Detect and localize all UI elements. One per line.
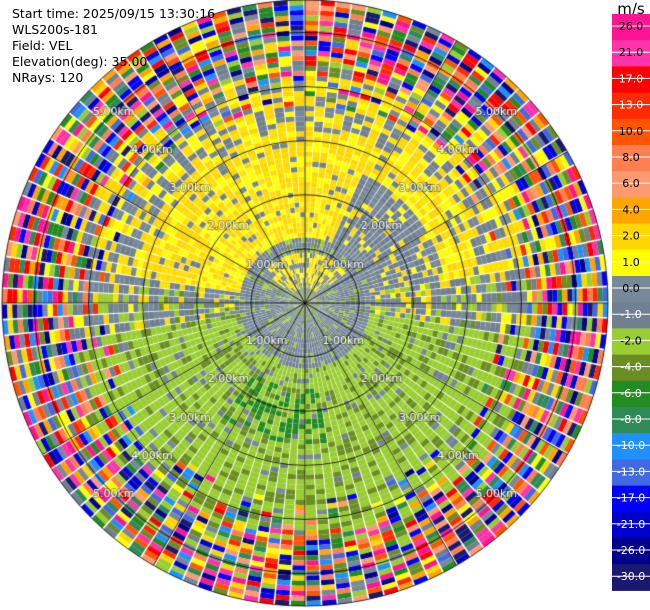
- elevation-label: Elevation(deg): 35.00: [12, 54, 148, 69]
- nrays-label: NRays: 120: [12, 70, 84, 85]
- colorbar-unit: m/s: [617, 0, 645, 18]
- field-label: Field: VEL: [12, 38, 73, 53]
- start-time-label: Start time: 2025/09/15 13:30:16: [12, 6, 216, 21]
- instrument-label: WLS200s-181: [12, 22, 98, 37]
